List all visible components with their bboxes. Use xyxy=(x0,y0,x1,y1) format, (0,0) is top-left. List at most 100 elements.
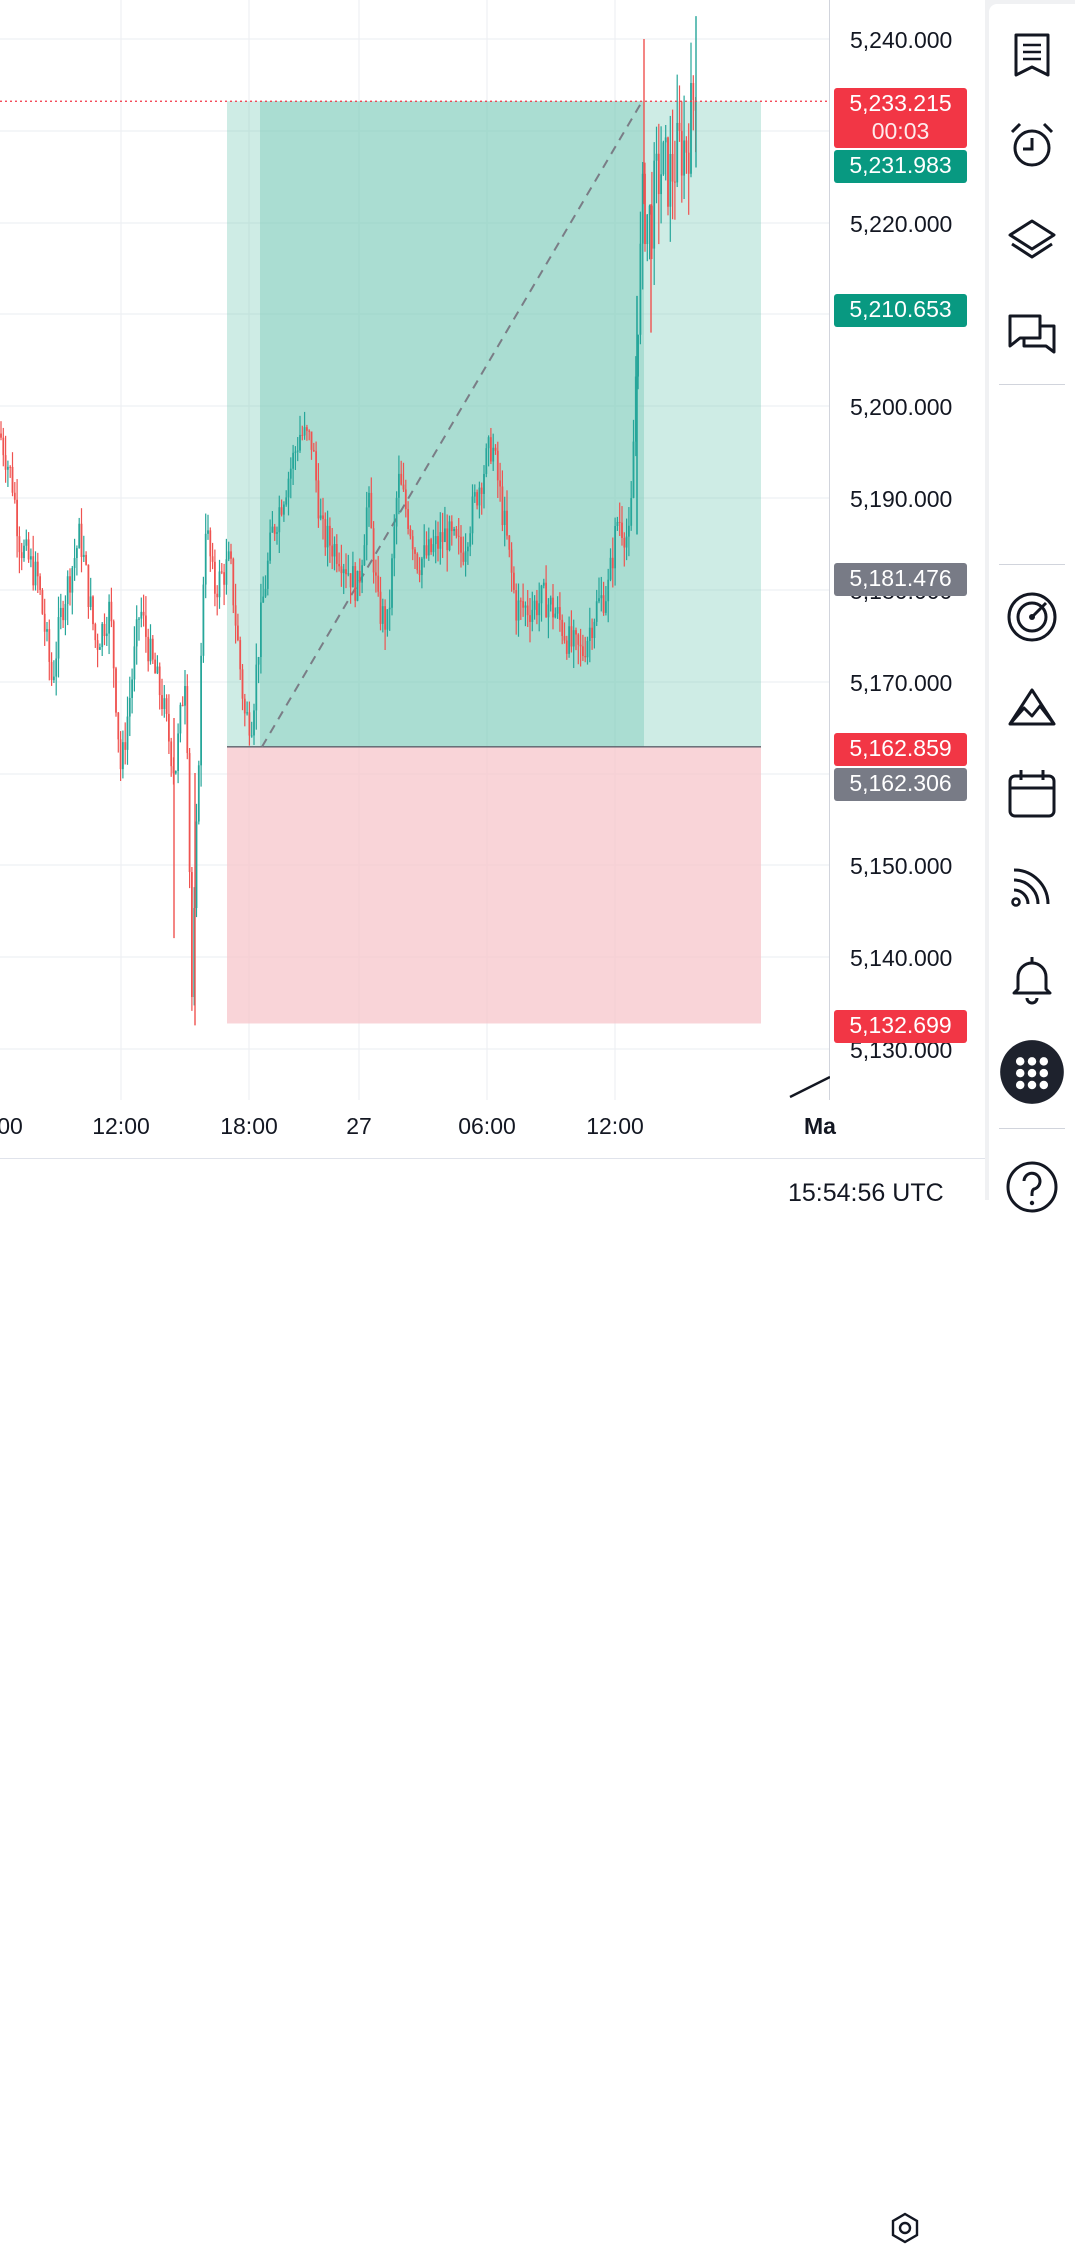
settings-icon[interactable] xyxy=(888,2211,922,2245)
candle-body-up xyxy=(76,548,78,559)
candle-body-down xyxy=(545,582,547,618)
ideas-button[interactable] xyxy=(997,671,1067,741)
candle-body-up xyxy=(30,556,32,560)
candle-body-down xyxy=(92,596,94,625)
price-tick: 5,140.000 xyxy=(850,945,953,971)
candle-body-up xyxy=(163,698,166,710)
candle-body-down xyxy=(48,629,51,662)
candle-body-down xyxy=(301,434,304,436)
apps-button[interactable] xyxy=(997,1037,1067,1107)
candle-body-down xyxy=(9,466,12,468)
candle-body-up xyxy=(250,735,253,737)
notifications-button[interactable] xyxy=(997,944,1067,1014)
chat-button[interactable] xyxy=(997,299,1067,369)
candle-body-up xyxy=(352,566,354,588)
candle-body-down xyxy=(241,669,244,699)
layers-button[interactable] xyxy=(997,204,1067,274)
candle-body-up xyxy=(179,704,182,734)
candle-body-down xyxy=(457,535,460,537)
candle-body-up xyxy=(598,598,600,602)
target-button[interactable] xyxy=(997,582,1067,652)
candle-body-down xyxy=(4,455,7,470)
utc-clock[interactable]: 15:54:56 UTC xyxy=(788,1179,944,1207)
candle-body-down xyxy=(513,572,515,590)
price-chart[interactable] xyxy=(0,0,830,1100)
time-label: 27 xyxy=(346,1113,372,1139)
candle-body-down xyxy=(191,872,193,997)
candle-body-up xyxy=(616,521,619,526)
candle-body-up xyxy=(140,611,143,619)
candle-body-up xyxy=(609,557,612,580)
candle-body-up xyxy=(586,640,589,658)
candle-body-up xyxy=(184,686,186,706)
candle-body-down xyxy=(414,549,416,554)
candle-body-up xyxy=(540,585,543,604)
alerts-button[interactable] xyxy=(997,109,1067,179)
loss-zone xyxy=(227,746,761,1024)
candle-body-down xyxy=(94,624,97,641)
candle-body-up xyxy=(393,526,396,559)
candle-body-up xyxy=(391,558,393,608)
candle-body-up xyxy=(683,140,685,176)
candle-body-down xyxy=(16,499,18,537)
candle-body-down xyxy=(515,589,518,621)
broadcast-button[interactable] xyxy=(997,851,1067,921)
candle-body-down xyxy=(579,644,582,647)
alerts-clock-icon xyxy=(1010,122,1054,167)
candle-body-down xyxy=(237,625,239,641)
candle-body-down xyxy=(220,571,223,573)
candle-body-down xyxy=(582,646,584,657)
candle-body-down xyxy=(273,526,276,534)
candle-body-down xyxy=(577,634,580,645)
help-icon xyxy=(1006,1161,1058,1213)
candle-body-up xyxy=(593,621,596,638)
calendar-button[interactable] xyxy=(997,759,1067,829)
time-label: 12:00 xyxy=(92,1113,150,1139)
candle-body-down xyxy=(69,576,71,593)
watchlist-button[interactable] xyxy=(997,20,1067,90)
candle-body-down xyxy=(349,573,352,588)
chart-area[interactable] xyxy=(0,0,830,1100)
candle-body-up xyxy=(556,607,559,614)
candle-body-up xyxy=(202,584,205,656)
time-label: 06:00 xyxy=(458,1113,516,1139)
candle-body-down xyxy=(186,686,189,754)
candle-body-up xyxy=(517,600,520,621)
help-button[interactable] xyxy=(997,1152,1067,1222)
candle-body-up xyxy=(269,532,271,561)
candle-body-down xyxy=(151,638,154,660)
candle-body-up xyxy=(432,544,435,553)
candle-body-down xyxy=(317,480,320,519)
candle-body-down xyxy=(621,522,623,538)
candle-body-down xyxy=(115,668,117,713)
candle-body-down xyxy=(340,566,343,574)
candle-body-down xyxy=(142,611,145,616)
candle-body-up xyxy=(395,497,398,527)
price-tick: 5,150.000 xyxy=(850,853,953,879)
trade-path-line xyxy=(261,102,642,748)
candle-body-down xyxy=(306,427,308,431)
candle-body-up xyxy=(664,137,667,143)
candle-body-up xyxy=(542,582,545,586)
bid-price-label: 5,231.983 xyxy=(834,150,967,183)
candle-body-up xyxy=(105,633,108,637)
candle-body-up xyxy=(381,606,384,624)
candle-body-down xyxy=(644,173,646,245)
candle-body-up xyxy=(464,551,467,562)
candle-body-up xyxy=(197,765,200,822)
candle-body-up xyxy=(131,679,133,698)
candle-body-down xyxy=(32,556,35,586)
price-scale[interactable]: 5,240.000 5,220.000 5,200.000 5,190.000 … xyxy=(830,0,985,1100)
time-axis[interactable]: 00 12:00 18:00 27 06:00 12:00 Ma xyxy=(0,1100,985,2244)
candle-body-down xyxy=(687,152,690,174)
candle-body-up xyxy=(648,205,651,215)
candle-body-up xyxy=(398,473,400,498)
price-tick: 5,170.000 xyxy=(850,670,953,696)
notification-bell-icon xyxy=(1012,957,1052,1005)
candle-body-up xyxy=(646,214,649,245)
candle-body-up xyxy=(218,571,221,598)
calendar-icon xyxy=(1008,770,1056,818)
candle-body-up xyxy=(34,561,37,586)
broadcast-icon xyxy=(1011,868,1050,907)
candle-body-down xyxy=(322,515,324,520)
